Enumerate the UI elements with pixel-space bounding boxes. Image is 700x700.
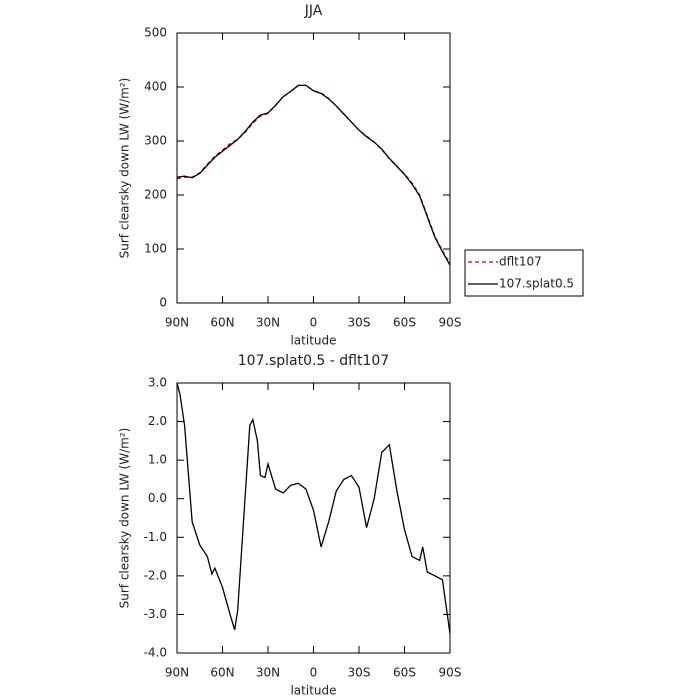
- legend-label: dflt107: [499, 255, 542, 269]
- x-tick-label: 0: [310, 666, 318, 680]
- x-tick-label: 90S: [439, 316, 462, 330]
- x-tick-label: 30S: [348, 666, 371, 680]
- y-tick-label: -4.0: [144, 646, 167, 660]
- y-tick-label: 1.0: [148, 453, 167, 467]
- chart-title: JJA: [304, 3, 323, 19]
- y-tick-label: 0: [159, 296, 167, 310]
- y-tick-label: -1.0: [144, 530, 167, 544]
- plot-frame: [176, 382, 451, 654]
- x-tick-label: 60S: [393, 666, 416, 680]
- y-tick-label: 2.0: [148, 414, 167, 428]
- y-tick-label: -2.0: [144, 568, 167, 582]
- x-tick-label: 90S: [439, 666, 462, 680]
- x-tick-label: 30S: [348, 316, 371, 330]
- legend-label: 107.splat0.5: [499, 277, 574, 291]
- data-line: [176, 84, 451, 264]
- x-tick-label: 30N: [256, 316, 280, 330]
- x-tick-label: 30N: [256, 666, 280, 680]
- x-tick-label: 90N: [165, 316, 189, 330]
- y-tick-label: 500: [144, 26, 167, 40]
- x-axis-label: latitude: [290, 684, 336, 698]
- data-line: [176, 382, 451, 634]
- data-line: [176, 84, 451, 266]
- y-tick-label: 0.0: [148, 491, 167, 505]
- y-tick-label: 100: [144, 242, 167, 256]
- x-tick-label: 0: [310, 316, 318, 330]
- y-axis-label: Surf clearsky down LW (W/m²): [118, 78, 132, 259]
- x-axis-label: latitude: [290, 334, 336, 348]
- y-axis-label: Surf clearsky down LW (W/m²): [118, 428, 132, 609]
- x-tick-label: 90N: [165, 666, 189, 680]
- y-tick-label: 400: [144, 80, 167, 94]
- chart-title: 107.splat0.5 - dflt107: [238, 353, 389, 369]
- x-tick-label: 60S: [393, 316, 416, 330]
- y-tick-label: -3.0: [144, 607, 167, 621]
- y-tick-label: 200: [144, 188, 167, 202]
- y-tick-label: 3.0: [148, 376, 167, 390]
- legend-box: [464, 249, 584, 297]
- y-tick-label: 300: [144, 134, 167, 148]
- x-tick-label: 60N: [210, 316, 234, 330]
- x-tick-label: 60N: [210, 666, 234, 680]
- plot-frame: [176, 32, 451, 304]
